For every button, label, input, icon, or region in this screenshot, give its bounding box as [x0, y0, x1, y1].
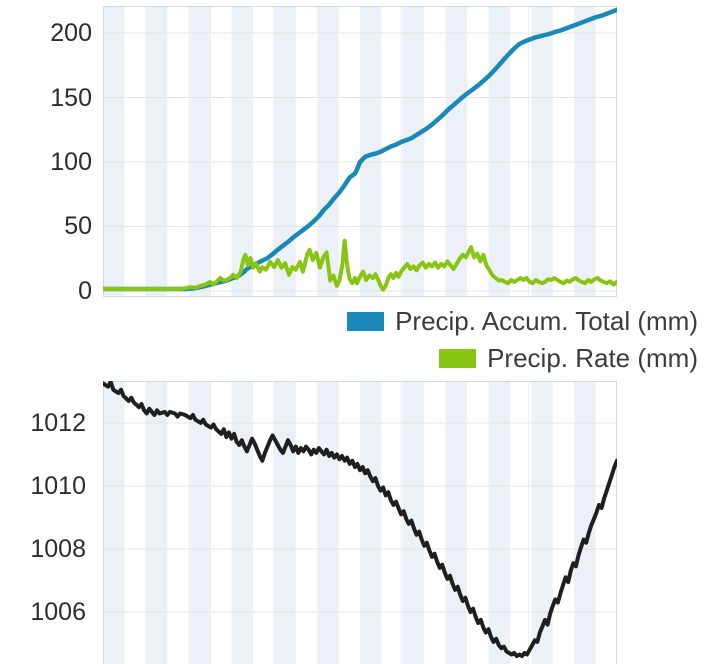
y-tick-label: 0	[78, 277, 92, 305]
y-tick-label: 200	[50, 19, 92, 47]
y-tick-label: 50	[64, 212, 92, 240]
chart-legend: Precip. Accum. Total (mm) Precip. Rate (…	[347, 303, 698, 377]
precip-rate-swatch	[439, 349, 477, 368]
y-tick-label: 1008	[30, 535, 86, 563]
y-tick-label: 1010	[30, 472, 86, 500]
accum-total-swatch	[347, 312, 385, 331]
legend-item-accum: Precip. Accum. Total (mm)	[347, 303, 698, 340]
pressure-plot[interactable]	[103, 381, 617, 664]
y-tick-label: 100	[50, 148, 92, 176]
legend-item-rate: Precip. Rate (mm)	[439, 340, 698, 377]
legend-label-precip-rate: Precip. Rate (mm)	[487, 343, 698, 373]
precip-plot[interactable]	[103, 6, 617, 297]
y-tick-label: 1012	[30, 409, 86, 437]
legend-label-accum-total: Precip. Accum. Total (mm)	[395, 306, 698, 336]
y-tick-label: 150	[50, 84, 92, 112]
y-tick-label: 1006	[30, 598, 86, 626]
